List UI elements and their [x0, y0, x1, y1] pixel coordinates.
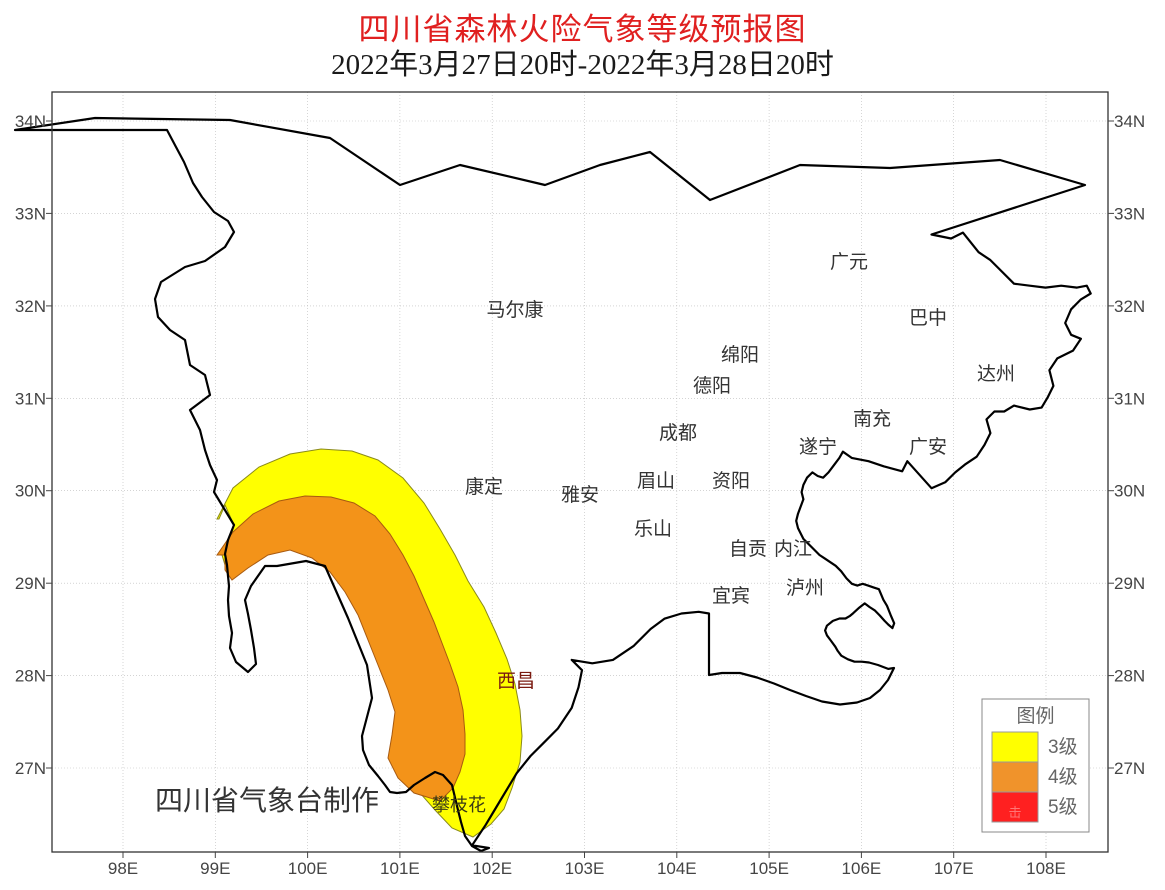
svg-text:西昌: 西昌	[497, 671, 535, 692]
svg-text:4级: 4级	[1048, 766, 1078, 788]
svg-text:31N: 31N	[15, 389, 46, 408]
svg-text:32N: 32N	[15, 297, 46, 316]
svg-text:106E: 106E	[842, 859, 882, 878]
svg-text:南充: 南充	[853, 408, 891, 430]
svg-text:康定: 康定	[465, 476, 503, 498]
svg-text:29N: 29N	[1114, 574, 1145, 593]
svg-text:资阳: 资阳	[712, 470, 750, 492]
svg-text:30N: 30N	[15, 482, 46, 501]
svg-text:34N: 34N	[1114, 112, 1145, 131]
svg-text:雅安: 雅安	[561, 484, 599, 506]
svg-text:102E: 102E	[472, 859, 512, 878]
svg-text:101E: 101E	[380, 859, 420, 878]
svg-text:眉山: 眉山	[637, 470, 675, 492]
svg-text:108E: 108E	[1026, 859, 1066, 878]
svg-text:100E: 100E	[288, 859, 328, 878]
svg-text:乐山: 乐山	[634, 518, 672, 540]
svg-text:107E: 107E	[934, 859, 974, 878]
svg-text:广元: 广元	[830, 251, 868, 273]
svg-text:德阳: 德阳	[693, 375, 731, 397]
svg-text:105E: 105E	[749, 859, 789, 878]
svg-text:马尔康: 马尔康	[486, 299, 543, 321]
svg-text:达州: 达州	[977, 363, 1015, 385]
svg-text:28N: 28N	[15, 667, 46, 686]
svg-text:击: 击	[1008, 805, 1021, 820]
svg-text:104E: 104E	[657, 859, 697, 878]
svg-text:99E: 99E	[200, 859, 230, 878]
svg-text:自贡: 自贡	[729, 538, 767, 560]
svg-text:98E: 98E	[108, 859, 138, 878]
svg-text:29N: 29N	[15, 574, 46, 593]
svg-text:图例: 图例	[1016, 705, 1054, 727]
svg-text:32N: 32N	[1114, 297, 1145, 316]
svg-text:攀枝花: 攀枝花	[432, 795, 486, 815]
svg-text:成都: 成都	[659, 422, 697, 444]
svg-text:内江: 内江	[774, 538, 812, 560]
svg-text:33N: 33N	[1114, 204, 1145, 223]
svg-text:宜宾: 宜宾	[712, 585, 750, 607]
svg-text:33N: 33N	[15, 204, 46, 223]
svg-text:27N: 27N	[1114, 759, 1145, 778]
svg-text:巴中: 巴中	[909, 307, 947, 329]
svg-text:103E: 103E	[565, 859, 605, 878]
svg-text:绵阳: 绵阳	[721, 344, 759, 366]
svg-text:3级: 3级	[1048, 736, 1078, 758]
svg-text:泸州: 泸州	[786, 577, 824, 599]
svg-text:27N: 27N	[15, 759, 46, 778]
svg-text:5级: 5级	[1048, 796, 1078, 818]
svg-text:30N: 30N	[1114, 482, 1145, 501]
svg-text:28N: 28N	[1114, 667, 1145, 686]
svg-text:四川省气象台制作: 四川省气象台制作	[155, 785, 379, 816]
svg-text:遂宁: 遂宁	[799, 436, 837, 458]
svg-text:31N: 31N	[1114, 389, 1145, 408]
svg-text:广安: 广安	[909, 436, 947, 458]
svg-text:34N: 34N	[15, 112, 46, 131]
